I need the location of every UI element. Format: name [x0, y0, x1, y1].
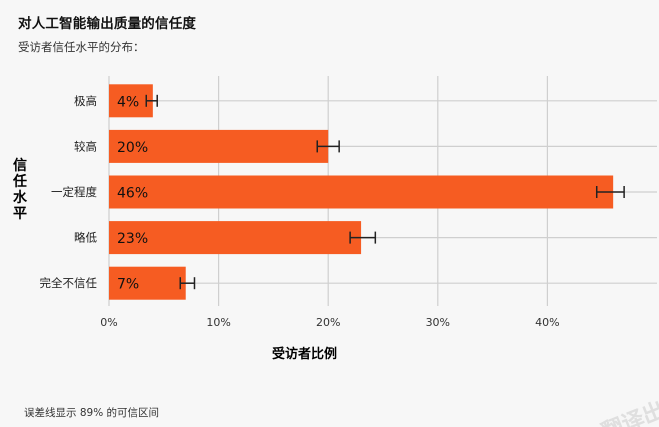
x-tick-label: 30%: [426, 316, 450, 329]
x-tick-label: 10%: [206, 316, 230, 329]
chart-subtitle: 受访者信任水平的分布：: [18, 40, 145, 54]
y-axis-label-char: 任: [12, 173, 27, 190]
bar-value-label: 20%: [117, 140, 148, 156]
category-label: 完全不信任: [40, 276, 98, 290]
y-axis-label-char: 信: [13, 157, 27, 174]
bar-value-label: 4%: [117, 94, 139, 110]
bar: [109, 266, 186, 300]
bar-value-labels: 4% 20% 46% 23% 7%: [117, 94, 148, 292]
chart-title: 对人工智能输出质量的信任度: [18, 16, 197, 32]
category-label: 极高: [74, 94, 97, 108]
bar: [109, 221, 362, 255]
x-axis-label: 受访者比例: [272, 346, 337, 362]
category-label: 略低: [74, 231, 97, 245]
y-axis-label-char: 平: [13, 206, 27, 222]
bar-value-label: 7%: [117, 277, 139, 293]
bar-value-label: 46%: [117, 186, 148, 202]
category-label: 一定程度: [51, 185, 97, 199]
x-tick-label: 20%: [316, 316, 340, 329]
x-tick-label: 40%: [535, 316, 559, 329]
bar: [109, 175, 614, 209]
bar: [109, 129, 329, 163]
y-axis-label: 信任水平: [12, 157, 28, 222]
y-axis-label-char: 水: [13, 189, 28, 206]
bars: [109, 84, 614, 300]
x-tick-labels: 0% 10% 20% 30% 40%: [100, 316, 559, 329]
error-bars: [145, 94, 625, 290]
category-label: 较高: [74, 139, 97, 153]
bar-value-label: 23%: [117, 231, 148, 247]
x-tick-label: 0%: [100, 316, 117, 329]
footnote: 误差线显示 89% 的可信区间: [24, 407, 160, 419]
